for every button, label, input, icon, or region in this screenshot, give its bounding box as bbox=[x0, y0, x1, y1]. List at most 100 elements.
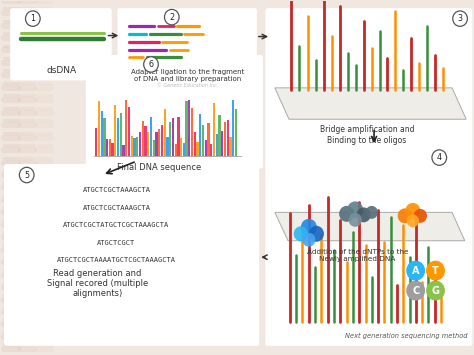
Text: 5: 5 bbox=[24, 170, 29, 180]
Bar bbox=[221, 131, 223, 156]
Bar bbox=[185, 101, 188, 156]
Bar bbox=[109, 139, 111, 156]
Bar bbox=[180, 138, 182, 156]
Circle shape bbox=[164, 10, 179, 25]
Bar bbox=[194, 132, 196, 156]
Bar bbox=[158, 129, 160, 156]
Text: Read generation and
Signal recored (multiple
alignments): Read generation and Signal recored (mult… bbox=[47, 269, 148, 299]
Bar bbox=[202, 125, 204, 156]
Circle shape bbox=[406, 261, 425, 280]
Bar bbox=[117, 118, 119, 156]
Text: ATGCTCGCTAAAATGCTCGCTAAAGCTA: ATGCTCGCTAAAATGCTCGCTAAAGCTA bbox=[57, 257, 176, 263]
Bar bbox=[235, 109, 237, 156]
Bar bbox=[166, 137, 169, 156]
Text: dsDNA: dsDNA bbox=[46, 66, 76, 75]
Bar bbox=[174, 144, 177, 156]
FancyBboxPatch shape bbox=[265, 160, 473, 346]
Circle shape bbox=[426, 261, 445, 280]
Circle shape bbox=[339, 206, 354, 222]
Circle shape bbox=[302, 233, 316, 247]
Bar bbox=[164, 109, 166, 156]
Bar bbox=[103, 118, 106, 156]
Text: ATGCTCGCTATGCTCGCTAAAGCTA: ATGCTCGCTATGCTCGCTAAAGCTA bbox=[64, 222, 170, 228]
Circle shape bbox=[453, 11, 467, 26]
Text: 6: 6 bbox=[148, 60, 154, 69]
Circle shape bbox=[426, 280, 445, 301]
FancyBboxPatch shape bbox=[10, 8, 112, 80]
Bar bbox=[153, 140, 155, 156]
Bar bbox=[125, 100, 128, 156]
Text: Bridge amplification and
Binding to the oligos: Bridge amplification and Binding to the … bbox=[320, 125, 414, 144]
Bar bbox=[183, 143, 185, 156]
Bar bbox=[205, 140, 207, 156]
Bar bbox=[131, 136, 133, 156]
Bar bbox=[196, 142, 199, 156]
Bar bbox=[139, 132, 141, 156]
FancyBboxPatch shape bbox=[265, 8, 473, 169]
Bar bbox=[232, 100, 234, 156]
Bar bbox=[169, 122, 171, 156]
Bar bbox=[213, 103, 215, 156]
Polygon shape bbox=[275, 212, 465, 241]
Circle shape bbox=[301, 219, 317, 236]
Text: 2: 2 bbox=[169, 13, 174, 22]
Bar bbox=[106, 139, 108, 156]
Text: Addition of the dNTPs to the
Newly amplified DNA: Addition of the dNTPs to the Newly ampli… bbox=[307, 249, 408, 262]
Text: Adapter ligation to the fragment
of DNA and library preparation: Adapter ligation to the fragment of DNA … bbox=[131, 70, 244, 82]
Circle shape bbox=[144, 57, 158, 72]
Polygon shape bbox=[275, 88, 466, 119]
FancyBboxPatch shape bbox=[86, 55, 263, 169]
Text: 4: 4 bbox=[437, 153, 442, 162]
Bar bbox=[133, 137, 136, 156]
Text: Next generation sequencing method: Next generation sequencing method bbox=[345, 333, 468, 339]
Text: ATGCTCGCTAAAGCTA: ATGCTCGCTAAAGCTA bbox=[82, 205, 150, 211]
Circle shape bbox=[365, 206, 378, 219]
Bar bbox=[172, 118, 174, 156]
Circle shape bbox=[348, 213, 362, 227]
Text: C: C bbox=[412, 285, 419, 296]
Bar bbox=[128, 107, 130, 156]
Bar bbox=[208, 123, 210, 156]
Bar bbox=[142, 121, 144, 156]
Bar bbox=[229, 137, 232, 156]
Text: ATGCTCGCT: ATGCTCGCT bbox=[97, 240, 136, 246]
Circle shape bbox=[309, 226, 324, 242]
Bar bbox=[100, 111, 103, 156]
Bar bbox=[224, 121, 226, 156]
Text: 3: 3 bbox=[457, 14, 463, 23]
Circle shape bbox=[432, 150, 447, 165]
Bar bbox=[216, 134, 218, 156]
Circle shape bbox=[356, 207, 371, 222]
Bar bbox=[150, 117, 152, 156]
Text: ATGCTCGCTAAAGCTA: ATGCTCGCTAAAGCTA bbox=[82, 187, 150, 193]
Circle shape bbox=[414, 209, 427, 223]
Bar bbox=[114, 105, 117, 156]
Bar bbox=[147, 132, 149, 156]
FancyBboxPatch shape bbox=[4, 164, 259, 346]
Bar bbox=[155, 132, 157, 156]
Circle shape bbox=[347, 201, 363, 218]
Bar bbox=[98, 101, 100, 156]
Bar bbox=[145, 126, 146, 156]
Bar bbox=[210, 144, 212, 156]
Bar bbox=[227, 120, 229, 156]
Circle shape bbox=[406, 280, 425, 301]
Bar bbox=[95, 129, 97, 156]
Bar bbox=[188, 100, 191, 156]
Text: Final DNA sequence: Final DNA sequence bbox=[117, 163, 201, 172]
Circle shape bbox=[19, 167, 34, 183]
Circle shape bbox=[407, 214, 419, 227]
Bar bbox=[199, 114, 201, 156]
FancyBboxPatch shape bbox=[118, 8, 257, 95]
Circle shape bbox=[398, 208, 412, 223]
Bar bbox=[177, 118, 180, 156]
Circle shape bbox=[26, 11, 40, 26]
Text: G: G bbox=[431, 285, 439, 296]
Bar bbox=[161, 125, 163, 156]
Bar bbox=[136, 137, 138, 156]
Bar bbox=[191, 108, 193, 156]
Circle shape bbox=[294, 226, 308, 241]
Text: 1: 1 bbox=[30, 14, 36, 23]
Bar bbox=[111, 143, 114, 156]
Bar bbox=[120, 113, 122, 156]
